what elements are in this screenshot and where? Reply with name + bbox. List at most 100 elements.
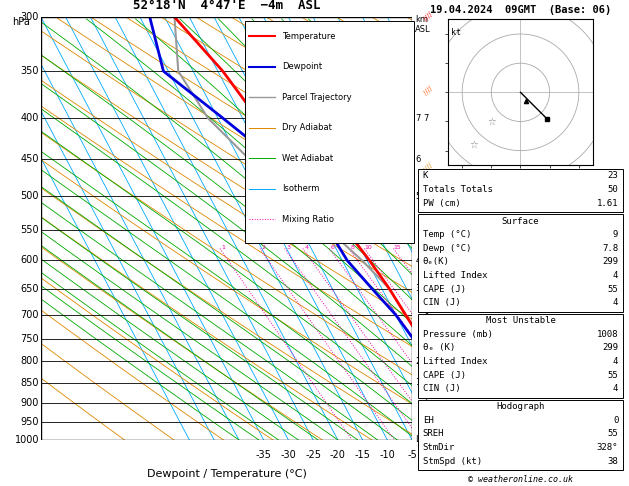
Text: Most Unstable: Most Unstable bbox=[486, 316, 555, 325]
Text: 5: 5 bbox=[423, 226, 428, 234]
Text: 550: 550 bbox=[20, 225, 39, 235]
Text: 900: 900 bbox=[21, 398, 39, 408]
Text: 19.04.2024  09GMT  (Base: 06): 19.04.2024 09GMT (Base: 06) bbox=[430, 4, 611, 15]
Text: Mixing Ratio (g/kg): Mixing Ratio (g/kg) bbox=[431, 255, 440, 329]
Bar bbox=[245, 21, 414, 243]
Text: -5: -5 bbox=[407, 451, 417, 460]
Text: 299: 299 bbox=[602, 344, 618, 352]
Text: -10: -10 bbox=[379, 451, 395, 460]
Text: CAPE (J): CAPE (J) bbox=[423, 371, 465, 380]
Text: 52°18'N  4°47'E  −4m  ASL: 52°18'N 4°47'E −4m ASL bbox=[133, 0, 320, 12]
Text: ////: //// bbox=[423, 288, 433, 299]
Text: 23: 23 bbox=[608, 172, 618, 180]
Text: Dewp (°C): Dewp (°C) bbox=[423, 244, 471, 253]
Text: km
ASL: km ASL bbox=[415, 15, 431, 34]
Text: ☆: ☆ bbox=[487, 117, 496, 126]
Text: 700: 700 bbox=[21, 310, 39, 320]
Text: Temp (°C): Temp (°C) bbox=[423, 230, 471, 239]
Text: 1: 1 bbox=[221, 245, 225, 250]
Text: 500: 500 bbox=[21, 191, 39, 201]
Text: 1.61: 1.61 bbox=[597, 199, 618, 208]
Text: 4: 4 bbox=[613, 271, 618, 280]
Text: Totals Totals: Totals Totals bbox=[423, 185, 493, 194]
Text: 2: 2 bbox=[423, 357, 428, 366]
Text: Hodograph: Hodograph bbox=[496, 402, 545, 411]
Text: 38: 38 bbox=[608, 457, 618, 466]
Text: 7: 7 bbox=[415, 114, 421, 122]
Text: hPa: hPa bbox=[13, 17, 30, 27]
Text: 3: 3 bbox=[415, 284, 421, 293]
Text: 3: 3 bbox=[423, 310, 429, 319]
Text: 1: 1 bbox=[423, 399, 428, 407]
Text: Dewpoint / Temperature (°C): Dewpoint / Temperature (°C) bbox=[147, 469, 306, 479]
Text: © weatheronline.co.uk: © weatheronline.co.uk bbox=[468, 475, 573, 485]
Text: Dry Adiabat: Dry Adiabat bbox=[282, 123, 332, 132]
Text: -20: -20 bbox=[330, 451, 346, 460]
Text: ////: //// bbox=[423, 231, 433, 242]
Text: 4: 4 bbox=[613, 298, 618, 307]
Text: 10: 10 bbox=[364, 245, 372, 250]
Text: θₑ (K): θₑ (K) bbox=[423, 344, 455, 352]
Text: Wet Adiabat: Wet Adiabat bbox=[282, 154, 333, 163]
Text: -35: -35 bbox=[255, 451, 272, 460]
Text: 7.8: 7.8 bbox=[602, 244, 618, 253]
Text: 55: 55 bbox=[608, 430, 618, 438]
Text: 7: 7 bbox=[423, 114, 429, 122]
Text: 300: 300 bbox=[21, 12, 39, 22]
Text: 800: 800 bbox=[21, 356, 39, 366]
Text: SREH: SREH bbox=[423, 430, 444, 438]
Text: Mixing Ratio: Mixing Ratio bbox=[282, 215, 334, 224]
Text: 55: 55 bbox=[608, 285, 618, 294]
Text: Lifted Index: Lifted Index bbox=[423, 271, 487, 280]
Text: Surface: Surface bbox=[502, 217, 539, 226]
Text: -30: -30 bbox=[281, 451, 296, 460]
Text: 4: 4 bbox=[613, 384, 618, 393]
Text: 299: 299 bbox=[602, 258, 618, 266]
Text: 1008: 1008 bbox=[597, 330, 618, 339]
Text: 850: 850 bbox=[21, 378, 39, 388]
Text: θₑ(K): θₑ(K) bbox=[423, 258, 450, 266]
Text: Lifted Index: Lifted Index bbox=[423, 357, 487, 366]
Text: ////: //// bbox=[423, 338, 433, 349]
Text: 6: 6 bbox=[423, 192, 429, 201]
Text: ☆: ☆ bbox=[469, 140, 478, 150]
Text: kt: kt bbox=[450, 28, 460, 37]
Text: CAPE (J): CAPE (J) bbox=[423, 285, 465, 294]
Text: 1: 1 bbox=[415, 378, 420, 387]
Text: -15: -15 bbox=[355, 451, 370, 460]
Text: EH: EH bbox=[423, 416, 433, 425]
Text: 4: 4 bbox=[415, 256, 420, 265]
Text: 5: 5 bbox=[415, 192, 420, 201]
Text: 4: 4 bbox=[423, 256, 428, 265]
Text: 3: 3 bbox=[286, 245, 290, 250]
Text: 2: 2 bbox=[415, 357, 420, 366]
Text: 55: 55 bbox=[608, 371, 618, 380]
Text: CIN (J): CIN (J) bbox=[423, 384, 460, 393]
Text: ////: //// bbox=[423, 85, 433, 96]
Text: 400: 400 bbox=[21, 113, 39, 123]
Text: StmDir: StmDir bbox=[423, 443, 455, 452]
Text: CIN (J): CIN (J) bbox=[423, 298, 460, 307]
Text: 4: 4 bbox=[304, 245, 308, 250]
Text: LCL: LCL bbox=[415, 435, 430, 444]
Text: 4: 4 bbox=[613, 357, 618, 366]
Text: -25: -25 bbox=[305, 451, 321, 460]
Text: Temperature: Temperature bbox=[282, 32, 336, 41]
Text: ////: //// bbox=[423, 162, 433, 173]
Text: ////: //// bbox=[423, 12, 433, 22]
Text: K: K bbox=[423, 172, 428, 180]
Text: 328°: 328° bbox=[597, 443, 618, 452]
Text: 950: 950 bbox=[21, 417, 39, 427]
Text: Isotherm: Isotherm bbox=[282, 184, 320, 193]
Text: Parcel Trajectory: Parcel Trajectory bbox=[282, 93, 352, 102]
Text: 6: 6 bbox=[331, 245, 335, 250]
Text: StmSpd (kt): StmSpd (kt) bbox=[423, 457, 482, 466]
Text: 6: 6 bbox=[415, 155, 421, 164]
Text: Pressure (mb): Pressure (mb) bbox=[423, 330, 493, 339]
Text: 350: 350 bbox=[21, 66, 39, 76]
Text: ////: //// bbox=[423, 382, 433, 392]
Text: 600: 600 bbox=[21, 256, 39, 265]
Text: 15: 15 bbox=[393, 245, 401, 250]
Text: 2: 2 bbox=[261, 245, 265, 250]
Text: 750: 750 bbox=[20, 334, 39, 344]
